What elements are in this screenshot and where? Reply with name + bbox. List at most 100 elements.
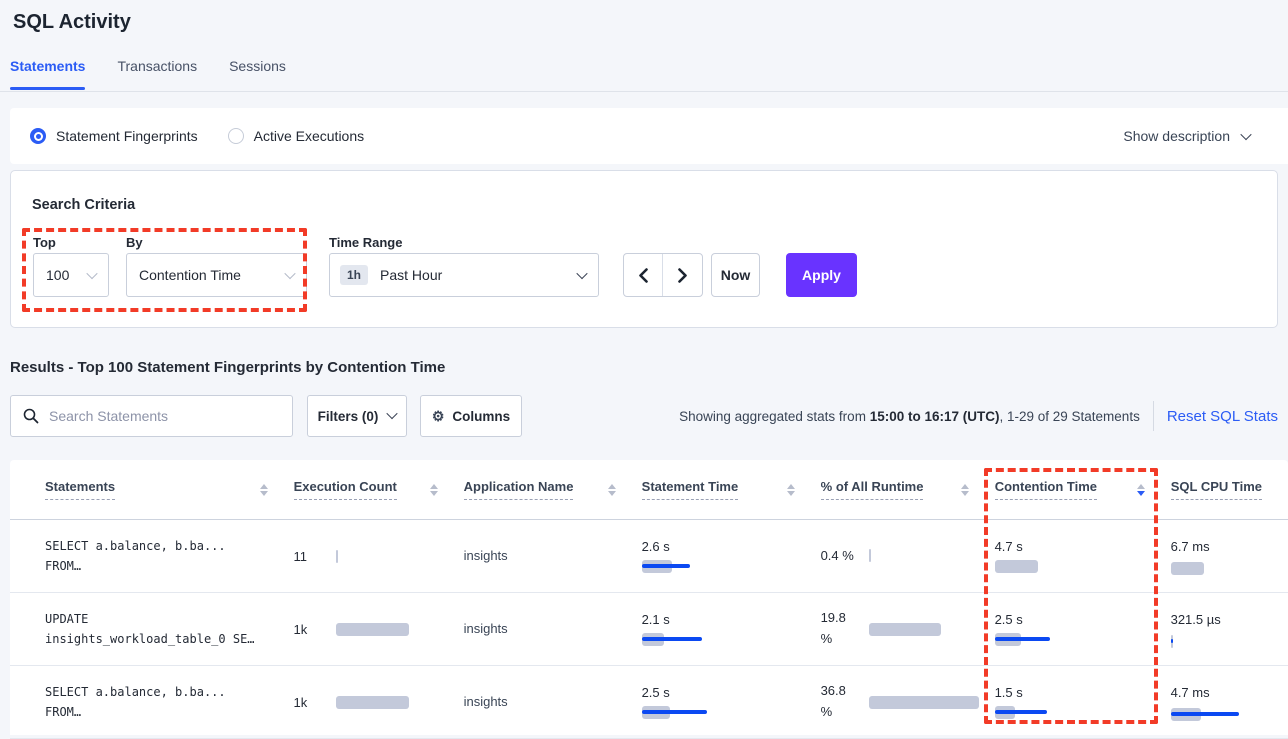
- radio-label: Active Executions: [253, 128, 365, 144]
- contention-time-value: 2.5 s: [994, 612, 1023, 627]
- top-select-value: 100: [46, 267, 70, 283]
- show-description-toggle[interactable]: Show description: [1123, 108, 1252, 164]
- statement-time-value: 2.1 s: [641, 612, 670, 627]
- application-name: insights: [463, 621, 508, 636]
- gear-icon: ⚙: [431, 408, 445, 424]
- sql-cpu-time-bar: [1170, 561, 1262, 575]
- statement-time-value: 2.6 s: [641, 539, 670, 554]
- contention-time-value: 4.7 s: [994, 539, 1023, 554]
- execution-count-value: 1k: [293, 694, 308, 710]
- pct-runtime-bar: [868, 695, 979, 709]
- page-title: SQL Activity: [13, 11, 131, 33]
- radio-statement-fingerprints[interactable]: Statement Fingerprints: [30, 128, 198, 144]
- col-label[interactable]: SQL CPU Time: [1170, 479, 1263, 500]
- sort-icon-active-desc[interactable]: [1136, 483, 1145, 496]
- statement-time-bar: [641, 706, 795, 719]
- stats-area: Showing aggregated stats from 15:00 to 1…: [679, 395, 1278, 437]
- filters-button[interactable]: Filters (0): [307, 395, 407, 437]
- contention-time-bar: [994, 560, 1145, 573]
- chevron-down-icon: [576, 267, 588, 280]
- tab-bar: Statements Transactions Sessions: [10, 58, 286, 90]
- chevron-down-icon: [86, 267, 98, 280]
- top-label: Top: [33, 235, 56, 250]
- col-label[interactable]: Statements: [45, 479, 116, 500]
- statement-text[interactable]: SELECT a.balance, b.ba... FROM…: [45, 685, 226, 719]
- contention-time-bar: [994, 706, 1145, 719]
- time-range-badge: 1h: [340, 265, 369, 285]
- chevron-down-icon: [284, 267, 296, 280]
- sql-cpu-time-bar: [1170, 634, 1262, 648]
- sql-cpu-time-value: 4.7 ms: [1170, 685, 1210, 701]
- search-statements-input[interactable]: [49, 408, 280, 424]
- col-header-execution-count: Execution Count: [293, 479, 464, 500]
- execution-count-bar: [335, 622, 438, 636]
- sort-icon[interactable]: [259, 483, 268, 496]
- statement-text[interactable]: UPDATE insights_workload_table_0 SE…: [45, 612, 255, 646]
- time-range-select[interactable]: 1h Past Hour: [329, 253, 599, 297]
- pct-runtime-value: 36.8 %: [820, 683, 846, 719]
- radio-label: Statement Fingerprints: [56, 128, 198, 144]
- sql-cpu-time-bar: [1170, 707, 1262, 721]
- table-row[interactable]: UPDATE insights_workload_table_0 SE… 1k i…: [10, 593, 1288, 666]
- tab-sessions[interactable]: Sessions: [229, 58, 286, 74]
- search-icon: [23, 408, 39, 424]
- radio-selected-icon: [30, 128, 46, 144]
- table-header-row: Statements Execution Count Application N…: [10, 460, 1288, 520]
- pct-runtime-value: 19.8 %: [820, 610, 846, 646]
- sql-cpu-time-value: 321.5 µs: [1170, 612, 1221, 628]
- tab-bar-divider: [0, 91, 1288, 92]
- top-select[interactable]: 100: [33, 253, 109, 297]
- col-label[interactable]: Contention Time: [994, 479, 1098, 500]
- pct-runtime-bar: [868, 622, 969, 636]
- chevron-left-icon: [638, 267, 648, 283]
- sort-icon[interactable]: [786, 483, 795, 496]
- statement-time-value: 2.5 s: [641, 685, 670, 700]
- time-back-button[interactable]: [624, 254, 664, 296]
- by-select[interactable]: Contention Time: [126, 253, 307, 297]
- col-header-statement-time: Statement Time: [641, 479, 821, 500]
- table-row[interactable]: SELECT a.balance, b.ba... FROM… 11 insigh…: [10, 520, 1288, 593]
- radio-active-executions[interactable]: Active Executions: [227, 128, 365, 144]
- by-label: By: [126, 235, 143, 250]
- time-range-value: Past Hour: [380, 267, 443, 283]
- apply-button[interactable]: Apply: [786, 253, 857, 297]
- statement-text[interactable]: SELECT a.balance, b.ba... FROM…: [45, 539, 226, 573]
- application-name: insights: [463, 548, 508, 563]
- sql-cpu-time-value: 6.7 ms: [1170, 539, 1210, 555]
- col-label[interactable]: Execution Count: [293, 479, 397, 500]
- sort-icon[interactable]: [429, 483, 438, 496]
- statement-time-bar: [641, 633, 795, 646]
- stats-summary: Showing aggregated stats from 15:00 to 1…: [679, 408, 1140, 424]
- reset-sql-stats-link[interactable]: Reset SQL Stats: [1166, 407, 1278, 425]
- statement-time-bar: [641, 560, 795, 573]
- columns-button[interactable]: ⚙ Columns: [420, 395, 522, 437]
- search-statements-box: [10, 395, 293, 437]
- col-header-application-name: Application Name: [463, 479, 642, 500]
- col-label[interactable]: % of All Runtime: [820, 479, 924, 500]
- by-select-value: Contention Time: [139, 267, 241, 283]
- col-label[interactable]: Application Name: [463, 479, 574, 500]
- statements-table: Statements Execution Count Application N…: [10, 460, 1288, 739]
- execution-count-bar: [335, 549, 438, 563]
- col-header-statements: Statements: [45, 479, 294, 500]
- tab-transactions[interactable]: Transactions: [117, 58, 198, 74]
- tab-statements[interactable]: Statements: [10, 58, 86, 90]
- pct-runtime-bar: [868, 549, 969, 563]
- search-criteria-card: Search Criteria Top 100 By Contention Ti…: [10, 170, 1278, 328]
- chevron-right-icon: [678, 267, 687, 283]
- now-button[interactable]: Now: [711, 253, 760, 297]
- filters-label: Filters (0): [317, 408, 379, 424]
- col-label[interactable]: Statement Time: [641, 479, 739, 500]
- sort-icon[interactable]: [960, 483, 969, 496]
- application-name: insights: [463, 694, 508, 709]
- columns-label: Columns: [452, 408, 511, 424]
- time-shift-group: [623, 253, 703, 297]
- time-range-label: Time Range: [329, 235, 403, 250]
- table-row[interactable]: SELECT a.balance, b.ba... FROM… 1k insigh…: [10, 666, 1288, 739]
- execution-count-value: 1k: [293, 621, 308, 637]
- vertical-divider: [1152, 401, 1154, 431]
- sort-icon[interactable]: [607, 483, 616, 496]
- view-toggle-strip: Statement Fingerprints Active Executions…: [10, 108, 1288, 164]
- time-forward-button[interactable]: [663, 254, 702, 296]
- col-header-pct-runtime: % of All Runtime: [820, 479, 995, 500]
